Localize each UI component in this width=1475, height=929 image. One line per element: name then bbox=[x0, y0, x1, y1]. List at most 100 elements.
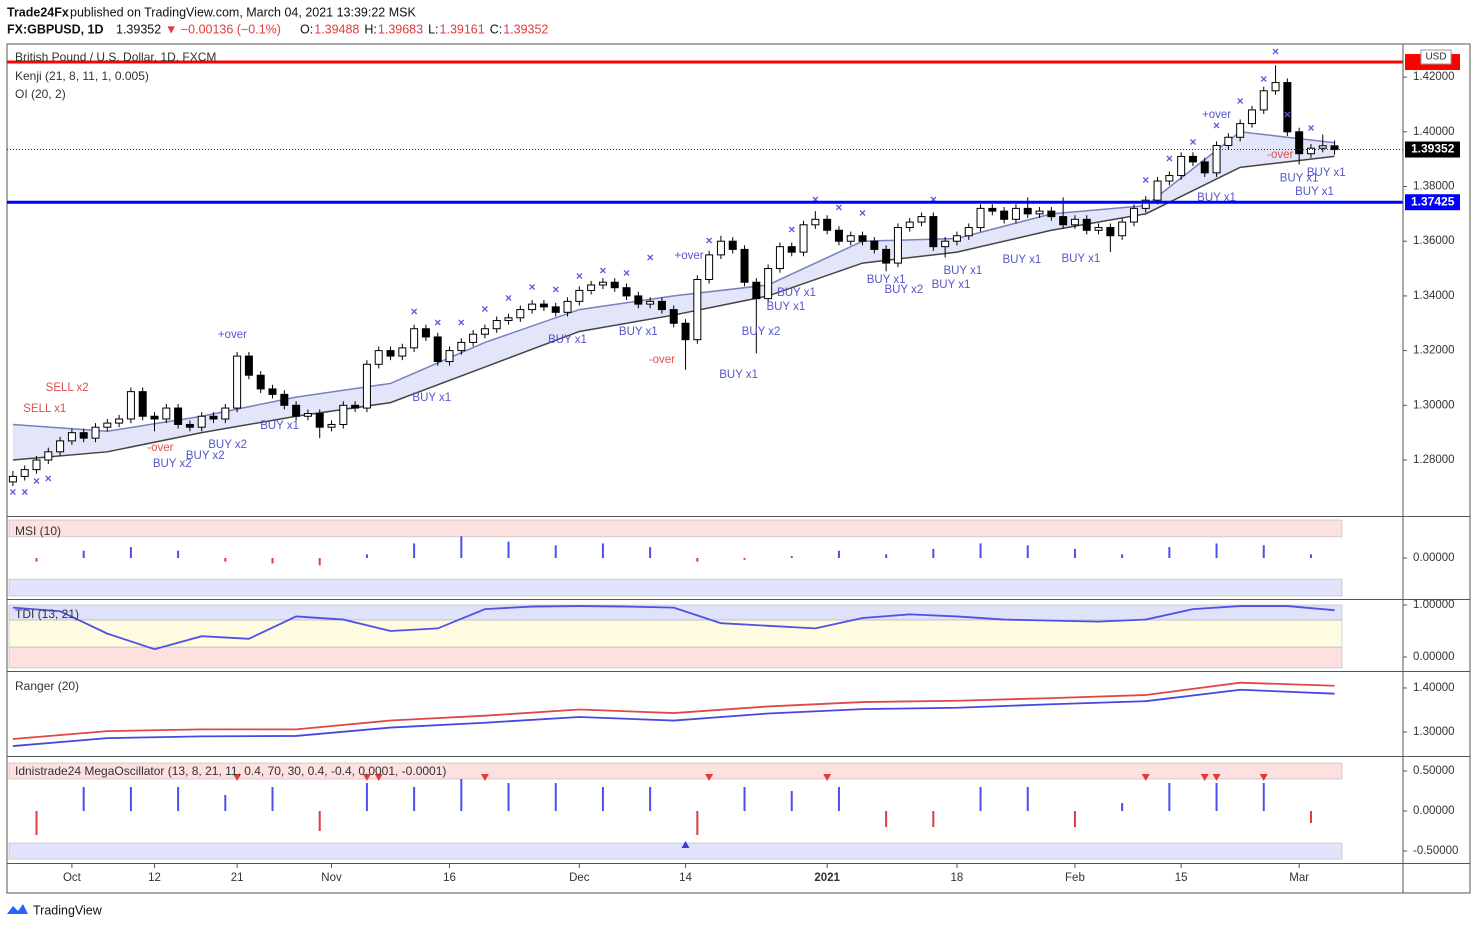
signal-label: BUY x1 bbox=[932, 279, 971, 291]
marker: × bbox=[9, 485, 16, 499]
marker: × bbox=[1272, 45, 1279, 59]
candle-body bbox=[917, 216, 926, 223]
marker: × bbox=[1307, 121, 1314, 135]
candle-body bbox=[410, 328, 419, 349]
candle-body bbox=[716, 240, 725, 256]
y-tick-label: 0.00000 bbox=[1413, 805, 1455, 817]
candle-body bbox=[138, 391, 147, 417]
signal-label: -over bbox=[649, 354, 675, 366]
candle-body bbox=[1295, 131, 1304, 155]
marker: × bbox=[647, 250, 654, 264]
histogram-bar bbox=[837, 787, 840, 811]
candle-body bbox=[1177, 155, 1186, 177]
brand-logo bbox=[7, 904, 28, 914]
signal-label: -over bbox=[147, 442, 173, 454]
candle-body bbox=[1259, 90, 1268, 111]
candle-body bbox=[1118, 221, 1127, 237]
candle-body bbox=[893, 227, 902, 264]
marker: × bbox=[859, 206, 866, 220]
signal-label: BUY x1 bbox=[1295, 186, 1334, 198]
candle-body bbox=[657, 300, 666, 311]
published: published on TradingView.com, March 04, … bbox=[70, 5, 416, 19]
histogram-bar bbox=[885, 554, 888, 558]
signal-label: BUY x2 bbox=[186, 450, 225, 462]
histogram-bar bbox=[460, 779, 463, 811]
candle-body bbox=[457, 341, 466, 352]
candle-body bbox=[669, 309, 678, 324]
candle-body bbox=[433, 336, 442, 363]
candle-body bbox=[941, 240, 950, 248]
marker: × bbox=[1260, 72, 1267, 86]
signal-label: BUY x2 bbox=[153, 458, 192, 470]
histogram-bar bbox=[932, 811, 935, 827]
histogram-bar bbox=[1215, 543, 1218, 558]
candle-body bbox=[233, 355, 242, 409]
candle-body bbox=[823, 218, 832, 231]
marker: × bbox=[599, 263, 606, 277]
marker: × bbox=[576, 269, 583, 283]
candle-body bbox=[1212, 144, 1221, 174]
signal-label: BUY x1 bbox=[1280, 172, 1319, 184]
candle-body bbox=[598, 281, 607, 286]
candle-body bbox=[1035, 210, 1044, 215]
level-tag bbox=[1405, 194, 1460, 211]
candle-body bbox=[20, 469, 29, 477]
signal-label: BUY x1 bbox=[260, 420, 299, 432]
histogram-bar bbox=[1121, 803, 1124, 811]
histogram-bar bbox=[35, 811, 38, 835]
marker: × bbox=[481, 302, 488, 316]
y-tick-label: 1.36000 bbox=[1413, 235, 1455, 247]
histogram-bar bbox=[413, 543, 416, 558]
signal-label: BUY x1 bbox=[777, 287, 816, 299]
signal-label: SELL x2 bbox=[46, 382, 89, 394]
signal-label: +over bbox=[218, 329, 247, 341]
histogram-bar bbox=[1168, 547, 1171, 558]
candle-body bbox=[646, 300, 655, 305]
marker: × bbox=[411, 304, 418, 318]
y-tick-label: 1.30000 bbox=[1413, 399, 1455, 411]
signal-label: BUY x2 bbox=[742, 326, 781, 338]
candle-body bbox=[103, 422, 112, 428]
signal-label: BUY x1 bbox=[548, 334, 587, 346]
candle-body bbox=[622, 287, 631, 297]
candle-body bbox=[280, 393, 289, 406]
candle-body bbox=[516, 309, 525, 319]
marker: × bbox=[1142, 173, 1149, 187]
candle-body bbox=[858, 235, 867, 242]
x-tick-label: Nov bbox=[321, 872, 342, 884]
signal-label: BUY x1 bbox=[412, 392, 451, 404]
series-line bbox=[12, 605, 1335, 651]
pane-title: British Pound / U.S. Dollar, 1D, FXCM bbox=[15, 50, 216, 64]
candle-body bbox=[1247, 109, 1256, 125]
candle-body bbox=[1200, 161, 1209, 174]
signal-down bbox=[233, 774, 242, 781]
pane-title: MSI (10) bbox=[15, 524, 61, 538]
candle-body bbox=[610, 281, 619, 289]
histogram-bar bbox=[979, 787, 982, 811]
candle-body bbox=[693, 279, 702, 341]
histogram-bar bbox=[1121, 554, 1124, 558]
candle-body bbox=[469, 333, 478, 343]
candle-body bbox=[575, 289, 584, 302]
histogram-bar bbox=[271, 787, 274, 811]
x-tick-label: 21 bbox=[231, 872, 244, 884]
series-line bbox=[12, 688, 1335, 747]
signal-down bbox=[705, 774, 714, 781]
marker: × bbox=[1189, 135, 1196, 149]
candle-body bbox=[339, 404, 348, 425]
histogram-bar bbox=[35, 558, 38, 562]
y-tick-label: 1.34000 bbox=[1413, 290, 1455, 302]
signal-label: BUY x1 bbox=[943, 265, 982, 277]
histogram-bar bbox=[1073, 548, 1076, 558]
y-tick-label: 1.40000 bbox=[1413, 682, 1455, 694]
signal-down bbox=[823, 774, 832, 781]
candle-body bbox=[964, 227, 973, 237]
candle-body bbox=[1141, 199, 1150, 209]
x-tick-label: 18 bbox=[951, 872, 964, 884]
histogram-bar bbox=[82, 787, 85, 811]
histogram-bar bbox=[271, 558, 274, 564]
ohlc-value: 1.39352 bbox=[503, 22, 548, 36]
candle-body bbox=[988, 207, 997, 212]
